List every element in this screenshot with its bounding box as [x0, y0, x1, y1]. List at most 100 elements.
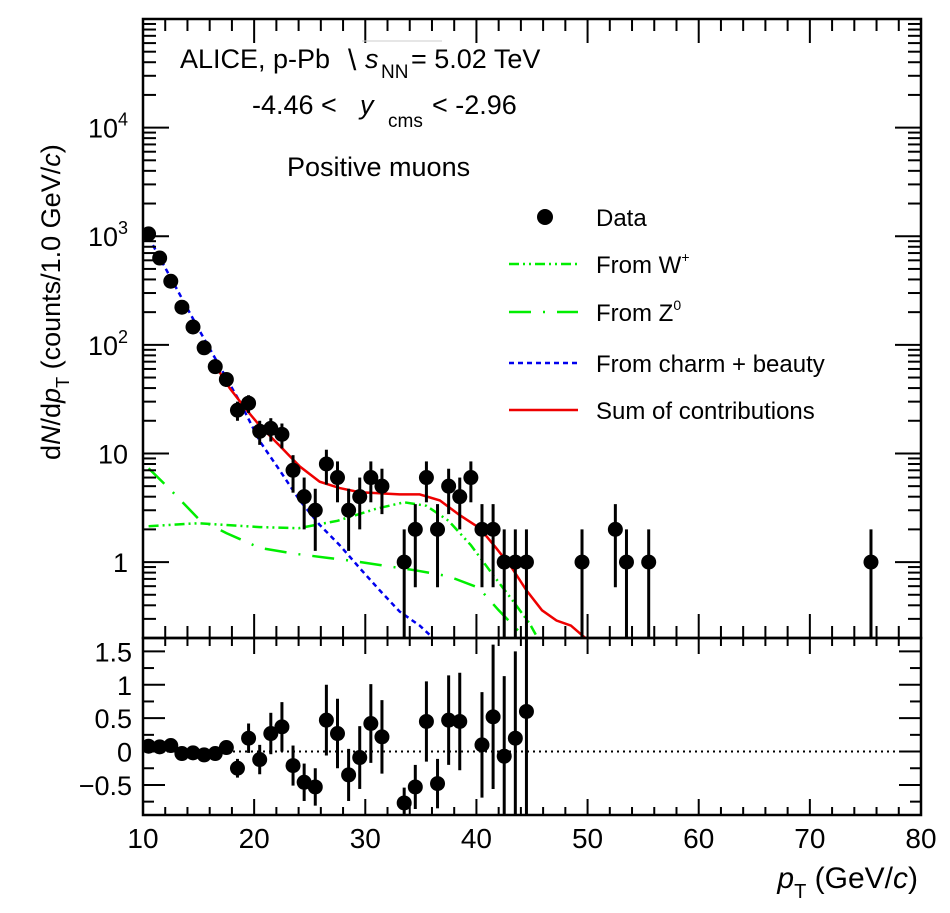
- data-point: [518, 554, 534, 570]
- data-point: [143, 226, 157, 242]
- axes: [141, 17, 923, 817]
- x-tick-label: 60: [683, 823, 714, 854]
- y-tick-label: 103: [88, 218, 128, 252]
- ratio-point: [518, 703, 534, 719]
- ratio-y-tick-label: 0: [117, 738, 132, 768]
- x-tick-label: 80: [905, 823, 936, 854]
- annotation-sqrt-s: s: [365, 44, 379, 74]
- legend-label-data: Data: [596, 205, 647, 232]
- data-point: [507, 554, 523, 570]
- ratio-panel-frame: [141, 636, 923, 817]
- ratio-point: [196, 747, 212, 763]
- y-tick-label: 10: [98, 439, 128, 469]
- ratio-point: [496, 748, 512, 764]
- data-point: [407, 521, 423, 537]
- annotation-rapidity-sub: cms: [388, 111, 423, 132]
- data-point: [229, 402, 245, 418]
- data-point: [330, 470, 345, 486]
- data-point: [363, 470, 379, 486]
- ratio-point: [241, 730, 257, 746]
- data-point: [463, 470, 479, 486]
- ratio-point: [396, 795, 412, 811]
- main-panel-curves: [147, 236, 587, 638]
- data-point: [307, 502, 323, 518]
- data-point: [263, 420, 279, 436]
- data-point: [352, 489, 368, 505]
- data-point: [152, 250, 168, 266]
- data-point: [441, 478, 457, 494]
- ratio-point: [474, 737, 490, 753]
- data-point: [618, 554, 634, 570]
- data-point: [207, 359, 223, 375]
- data-point: [485, 521, 501, 537]
- ratio-y-tick-label: 1: [117, 671, 132, 701]
- annotation-rapidity-y: y: [358, 90, 375, 120]
- annotation-charge: Positive muons: [287, 152, 470, 182]
- legend: Data From W+ From Z0 From charm + beauty…: [509, 205, 825, 425]
- data-point: [196, 340, 212, 356]
- ratio-point: [330, 726, 345, 742]
- ratio-point: [285, 758, 301, 774]
- data-point: [641, 554, 657, 570]
- x-tick-label: 70: [794, 823, 825, 854]
- ratio-point: [274, 719, 290, 735]
- data-point: [163, 273, 179, 289]
- ratio-point: [430, 776, 446, 792]
- ratio-point: [143, 738, 157, 754]
- data-point: [296, 489, 312, 505]
- ratio-point: [452, 713, 468, 729]
- legend-label-sum: Sum of contributions: [596, 398, 815, 425]
- y-tick-label: 1: [113, 548, 128, 578]
- ratio-point: [441, 712, 457, 728]
- legend-label-z: From Z0: [596, 297, 681, 327]
- x-tick-label: 40: [461, 823, 492, 854]
- legend-label-w: From W+: [596, 249, 690, 279]
- ratio-point: [229, 760, 245, 776]
- annotation-energy: = 5.02 TeV: [411, 44, 540, 74]
- ratio-y-tick-label: 0.5: [94, 704, 132, 734]
- ratio-point: [263, 726, 279, 742]
- ratio-point: [485, 709, 501, 725]
- data-point: [496, 554, 512, 570]
- x-tick-label: 20: [239, 823, 270, 854]
- annotation-rapidity-lower: -4.46 <: [252, 90, 337, 120]
- ratio-point: [318, 712, 334, 728]
- data-point: [863, 554, 879, 570]
- ratio-point: [418, 713, 434, 729]
- ratio-point: [207, 746, 223, 762]
- ratio-point: [374, 729, 390, 745]
- sqrt-symbol: \: [348, 44, 357, 77]
- data-point: [241, 395, 257, 411]
- main-panel-points: [143, 226, 879, 638]
- data-point: [430, 521, 446, 537]
- data-point: [285, 462, 301, 478]
- data-point: [274, 426, 290, 442]
- ratio-point: [252, 752, 268, 768]
- ratio-point: [218, 740, 234, 756]
- data-point: [574, 554, 590, 570]
- x-tick-label: 10: [127, 823, 158, 854]
- ratio-point: [407, 779, 423, 795]
- data-point: [218, 371, 234, 387]
- data-point: [418, 470, 434, 486]
- curve-from-w: [148, 501, 539, 638]
- data-point: [341, 502, 357, 518]
- curve-from-charm-beauty: [147, 236, 434, 638]
- data-point: [452, 489, 468, 505]
- ratio-point: [185, 745, 201, 761]
- ratio-panel-points: [143, 638, 534, 815]
- ratio-y-tick-label: −0.5: [79, 771, 132, 801]
- ratio-point: [507, 730, 523, 746]
- ratio-point: [363, 715, 379, 731]
- legend-label-z-sup: 0: [673, 297, 681, 313]
- y-axis-label: dN/dpT (counts/1.0 GeV/c): [36, 144, 73, 460]
- data-point: [607, 521, 623, 537]
- ratio-point: [174, 746, 190, 762]
- x-tick-label: 30: [350, 823, 381, 854]
- legend-marker-data: [537, 209, 553, 225]
- data-point: [318, 456, 334, 472]
- ratio-point: [307, 779, 323, 795]
- data-point: [474, 521, 490, 537]
- data-point: [185, 319, 201, 335]
